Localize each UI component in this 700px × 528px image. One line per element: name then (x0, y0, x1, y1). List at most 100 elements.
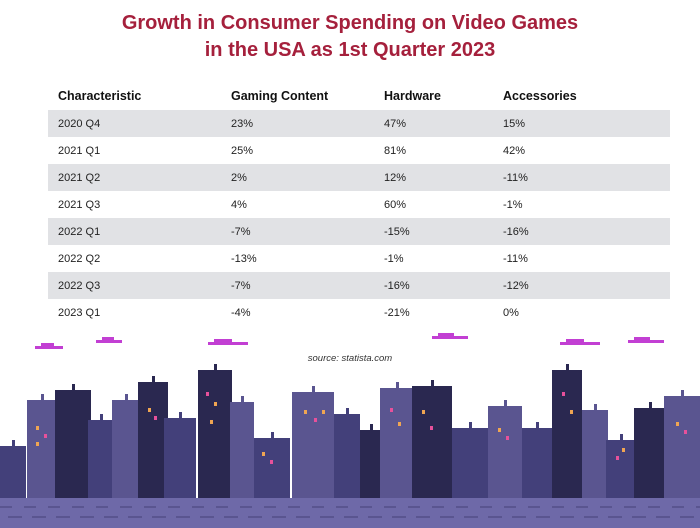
table-cell: -1% (503, 198, 523, 211)
skyline-building (27, 400, 57, 498)
table-cell: 2021 Q3 (58, 198, 101, 211)
lit-window (422, 410, 425, 414)
skyline-building (292, 392, 334, 498)
table-row: 2020 Q4 23% 47% 15% (48, 110, 670, 137)
street-stripe (696, 506, 700, 508)
lit-window (214, 402, 217, 406)
table-row: 2022 Q1 -7% -15% -16% (48, 218, 670, 245)
pixel-cloud (634, 337, 650, 340)
pixel-cloud (208, 342, 248, 345)
column-header: Characteristic (58, 89, 142, 103)
street-stripe (152, 516, 166, 518)
street-stripe (600, 506, 612, 508)
source-note: source: statista.com (307, 353, 393, 364)
table-cell: -1% (384, 252, 404, 265)
building-antenna (152, 376, 155, 382)
column-header: Accessories (503, 89, 577, 103)
street-stripe (464, 516, 478, 518)
lit-window (562, 392, 565, 396)
table-cell: -16% (493, 218, 670, 245)
lit-window (322, 410, 325, 414)
street-stripe (384, 506, 396, 508)
building-antenna (504, 400, 507, 406)
building-antenna (312, 386, 315, 392)
street-stripe (32, 516, 46, 518)
street-stripe (216, 506, 228, 508)
skyline-building (380, 388, 414, 498)
street-stripe (96, 506, 108, 508)
street-stripe (224, 516, 238, 518)
street-stripe (72, 506, 84, 508)
skyline-building (55, 390, 91, 498)
skyline-building (552, 370, 582, 498)
skyline-building (582, 410, 608, 498)
lit-window (314, 418, 317, 422)
lit-window (262, 452, 265, 456)
lit-window (506, 436, 509, 440)
street-stripe (24, 506, 36, 508)
lit-window (622, 448, 625, 452)
skyline-building (606, 440, 636, 498)
street-stripe (80, 516, 94, 518)
pixel-cloud (41, 343, 54, 346)
street-stripe (120, 506, 132, 508)
lit-window (684, 430, 687, 434)
street-stripe (528, 506, 540, 508)
street (0, 498, 700, 528)
building-antenna (649, 402, 652, 408)
table-cell: 0% (503, 306, 519, 319)
lit-window (498, 428, 501, 432)
street-stripe (512, 516, 526, 518)
building-antenna (566, 364, 569, 370)
street-stripe (56, 516, 70, 518)
table-cell: 2023 Q1 (58, 306, 101, 319)
table-cell: -13% (231, 252, 257, 265)
table-cell: -11% (503, 252, 528, 265)
building-antenna (214, 364, 217, 370)
column-header: Gaming Content (231, 89, 329, 103)
street-stripe (576, 506, 588, 508)
building-antenna (271, 432, 274, 438)
lit-window (210, 420, 213, 424)
building-antenna (396, 382, 399, 388)
lit-window (36, 442, 39, 446)
building-antenna (469, 422, 472, 428)
table-cell: 15% (493, 110, 670, 137)
street-stripe (272, 516, 286, 518)
building-antenna (12, 440, 15, 446)
table-row: 2022 Q2 -13% -1% -11% (48, 245, 670, 272)
table-cell: 23% (221, 110, 374, 137)
pixel-cloud (560, 342, 600, 345)
street-stripe (632, 516, 646, 518)
building-antenna (241, 396, 244, 402)
lit-window (270, 460, 273, 464)
table-row: 2023 Q1 -4% -21% 0% (48, 299, 670, 326)
building-antenna (125, 394, 128, 400)
table-cell: 2022 Q1 (48, 218, 221, 245)
skyline-building (112, 400, 140, 498)
table-cell: 2022 Q3 (48, 272, 221, 299)
lit-window (676, 422, 679, 426)
street-stripe (248, 516, 262, 518)
table-header: Characteristic Gaming Content Hardware Acce… (48, 82, 670, 110)
pixel-cloud (438, 333, 454, 336)
table-row: 2021 Q1 25% 81% 42% (48, 137, 670, 164)
street-stripe (0, 506, 12, 508)
street-stripe (584, 516, 598, 518)
pixel-cloud (35, 346, 63, 349)
table-row: 2022 Q3 -7% -16% -12% (48, 272, 670, 299)
data-table: Characteristic Gaming Content Hardware Acce… (48, 82, 670, 326)
street-stripe (672, 506, 684, 508)
table-cell: -11% (493, 164, 670, 191)
street-stripe (336, 506, 348, 508)
building-antenna (620, 434, 623, 440)
skyline-building (334, 414, 360, 498)
street-stripe (368, 516, 382, 518)
chart-title: Growth in Consumer Spending on Video Gam… (0, 10, 700, 64)
building-antenna (431, 380, 434, 386)
street-stripe (488, 516, 502, 518)
street-stripe (648, 506, 660, 508)
skyline-building (452, 428, 488, 498)
building-antenna (594, 404, 597, 410)
pixel-cloud (432, 336, 468, 339)
